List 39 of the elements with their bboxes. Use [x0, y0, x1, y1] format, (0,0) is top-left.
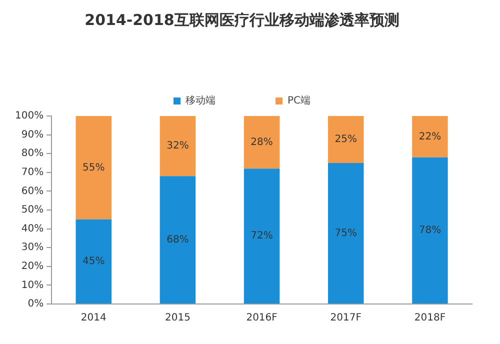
y-tick-label: 60%	[21, 186, 44, 197]
data-label: 68%	[166, 234, 189, 246]
bar	[328, 116, 364, 163]
bar	[160, 176, 196, 304]
bar	[412, 116, 448, 158]
bar	[328, 163, 364, 304]
y-tick-label: 90%	[21, 129, 44, 140]
data-label: 75%	[334, 228, 357, 239]
y-tick-label: 50%	[21, 204, 44, 216]
y-tick-label: 10%	[21, 280, 44, 291]
y-tick-label: 70%	[21, 166, 44, 178]
bar	[412, 157, 448, 304]
x-tick-label: 2015	[164, 312, 190, 324]
x-tick-label: 2017F	[330, 312, 362, 324]
y-tick-label: 0%	[28, 298, 44, 310]
bar	[76, 219, 112, 304]
data-label: 55%	[82, 162, 105, 174]
bar	[76, 116, 112, 220]
y-tick-label: 30%	[21, 242, 44, 254]
x-tick-label: 2018F	[414, 312, 446, 324]
data-label: 72%	[250, 230, 273, 242]
y-tick-label: 80%	[21, 148, 44, 160]
x-tick-label: 2014	[80, 312, 106, 324]
data-label: 28%	[250, 136, 273, 148]
y-tick-label: 20%	[21, 260, 44, 272]
bar	[160, 116, 196, 176]
bar	[244, 116, 280, 169]
bar	[244, 168, 280, 304]
data-label: 22%	[418, 131, 442, 142]
y-tick-label: 40%	[21, 223, 44, 234]
data-label: 45%	[82, 256, 105, 268]
legend-label: PC端	[287, 94, 311, 107]
y-tick-label: 100%	[14, 110, 44, 122]
data-label: 32%	[166, 140, 189, 152]
legend-label: 移动端	[185, 94, 216, 107]
data-label: 78%	[418, 225, 442, 236]
data-label: 25%	[334, 134, 357, 146]
x-tick-label: 2016F	[246, 312, 278, 324]
chart-title: 2014-2018互联网医疗行业移动端渗透率预测	[84, 10, 400, 29]
